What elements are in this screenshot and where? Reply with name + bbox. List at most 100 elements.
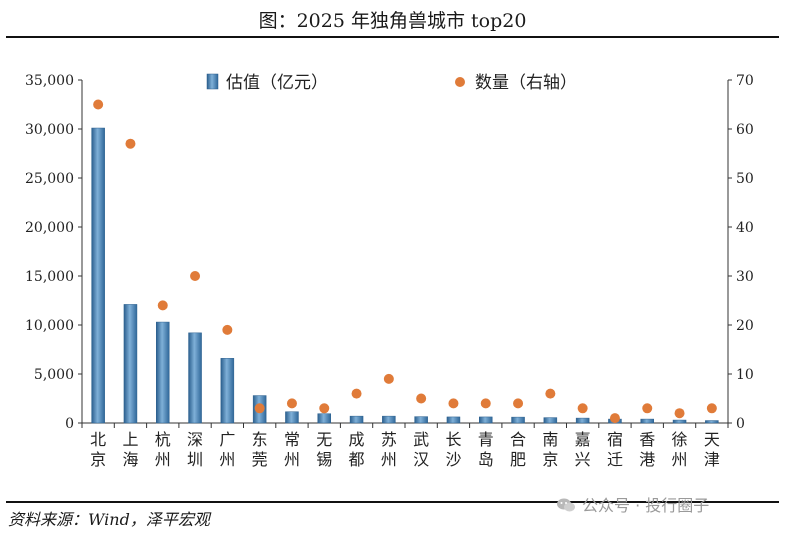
y-left-tick-label: 15,000	[25, 269, 74, 285]
legend-label-dots: 数量（右轴）	[475, 73, 577, 93]
y-left-tick-label: 10,000	[25, 318, 74, 334]
x-tick-label: 京	[542, 450, 558, 469]
x-tick-label: 州	[155, 450, 171, 469]
x-tick-label: 杭	[155, 430, 171, 449]
y-right-tick-label: 50	[736, 171, 754, 187]
x-tick-label: 常	[284, 430, 300, 449]
source-note: 资料来源：Wind，泽平宏观	[8, 510, 210, 529]
legend-dot-swatch	[455, 77, 465, 87]
bottom-rule	[6, 501, 779, 503]
y-right-tick-label: 60	[736, 122, 754, 138]
scatter-point	[93, 99, 104, 110]
x-tick-label: 州	[672, 450, 688, 469]
bar	[285, 411, 299, 424]
x-tick-label: 兴	[575, 450, 591, 469]
bar	[349, 415, 364, 424]
bar	[575, 417, 590, 424]
y-left-tick-label: 35,000	[25, 73, 74, 89]
legend-label-bars: 估值（亿元）	[226, 73, 328, 93]
y-right-tick-label: 20	[736, 318, 754, 334]
x-tick-label: 北	[90, 430, 106, 449]
y-right-tick-label: 30	[736, 269, 754, 285]
x-tick-label: 津	[704, 450, 720, 469]
bar	[511, 416, 525, 424]
y-right-tick-label: 10	[736, 367, 754, 383]
x-tick-label: 锡	[316, 450, 332, 469]
watermark: 公众号 · 投行圈子	[556, 492, 709, 516]
x-tick-label: 港	[639, 450, 655, 469]
x-tick-label: 天	[704, 430, 720, 449]
top-rule	[6, 36, 779, 38]
y-left-tick-label: 25,000	[25, 171, 74, 187]
x-tick-label: 香	[639, 430, 655, 449]
y-right-tick-label: 0	[736, 416, 745, 432]
scatter-series	[93, 99, 717, 424]
watermark-text: 公众号 · 投行圈子	[582, 496, 710, 515]
x-tick-label: 成	[349, 430, 365, 449]
x-tick-label: 京	[90, 450, 106, 469]
legend: 估值（亿元） 数量（右轴）	[206, 73, 577, 93]
scatter-point	[254, 403, 265, 414]
bar	[123, 304, 138, 424]
scatter-point	[642, 403, 653, 414]
x-tick-label: 州	[284, 450, 300, 469]
x-tick-label: 苏	[381, 430, 397, 449]
x-tick-label: 深	[187, 430, 203, 449]
bar	[414, 416, 428, 424]
bar	[705, 420, 719, 424]
scatter-point	[577, 403, 588, 414]
y-left-tick-label: 20,000	[25, 220, 74, 236]
bar	[446, 416, 461, 424]
scatter-point	[383, 373, 394, 384]
bar	[317, 413, 331, 424]
scatter-point	[609, 413, 620, 424]
x-tick-label: 州	[381, 450, 397, 469]
chart-axes: 0 5,000 10,000 15,000 20,000 25,000 30,000 35,0…	[25, 73, 754, 469]
x-tick-label: 东	[252, 430, 268, 449]
scatter-point	[480, 398, 491, 409]
x-tick-label: 沙	[445, 450, 461, 469]
x-tick-label: 长	[445, 430, 461, 449]
bar	[188, 332, 202, 424]
y-right-tick-label: 70	[736, 73, 754, 89]
scatter-point	[351, 388, 362, 399]
x-tick-label: 宿	[607, 430, 623, 449]
bar	[91, 127, 105, 424]
bar	[382, 415, 396, 424]
scatter-point	[545, 388, 556, 399]
scatter-point	[448, 398, 459, 409]
x-tick-label: 海	[122, 450, 138, 469]
scatter-point	[513, 398, 524, 409]
x-tick-label: 迁	[607, 450, 623, 469]
y-left-tick-label: 5,000	[34, 367, 74, 383]
scatter-point	[706, 403, 717, 414]
x-tick-label: 武	[413, 430, 429, 449]
x-tick-label: 州	[219, 450, 235, 469]
scatter-point	[157, 300, 168, 311]
x-tick-label: 徐	[672, 430, 688, 449]
x-tick-label: 都	[349, 450, 365, 469]
bar	[156, 321, 170, 424]
bar	[220, 358, 235, 424]
x-tick-label: 广	[219, 430, 235, 449]
x-tick-label: 莞	[252, 450, 268, 469]
bar	[640, 418, 654, 424]
x-tick-label: 合	[510, 430, 526, 449]
wechat-icon	[557, 498, 575, 512]
scatter-point	[222, 324, 233, 335]
x-tick-label: 汉	[413, 450, 429, 469]
chart-title: 图：2025 年独角兽城市 top20	[258, 10, 527, 32]
bar	[543, 417, 558, 424]
bar	[672, 419, 687, 424]
scatter-point	[674, 408, 685, 419]
bar	[479, 416, 493, 424]
x-tick-label: 上	[122, 430, 138, 449]
x-tick-label: 岛	[478, 450, 494, 469]
x-tick-label: 南	[542, 430, 558, 449]
y-left-tick-label: 0	[65, 416, 74, 432]
y-right-tick-label: 40	[736, 220, 754, 236]
scatter-point	[416, 393, 427, 404]
bar-series	[91, 127, 719, 424]
scatter-point	[286, 398, 297, 409]
x-tick-label: 无	[316, 430, 332, 449]
